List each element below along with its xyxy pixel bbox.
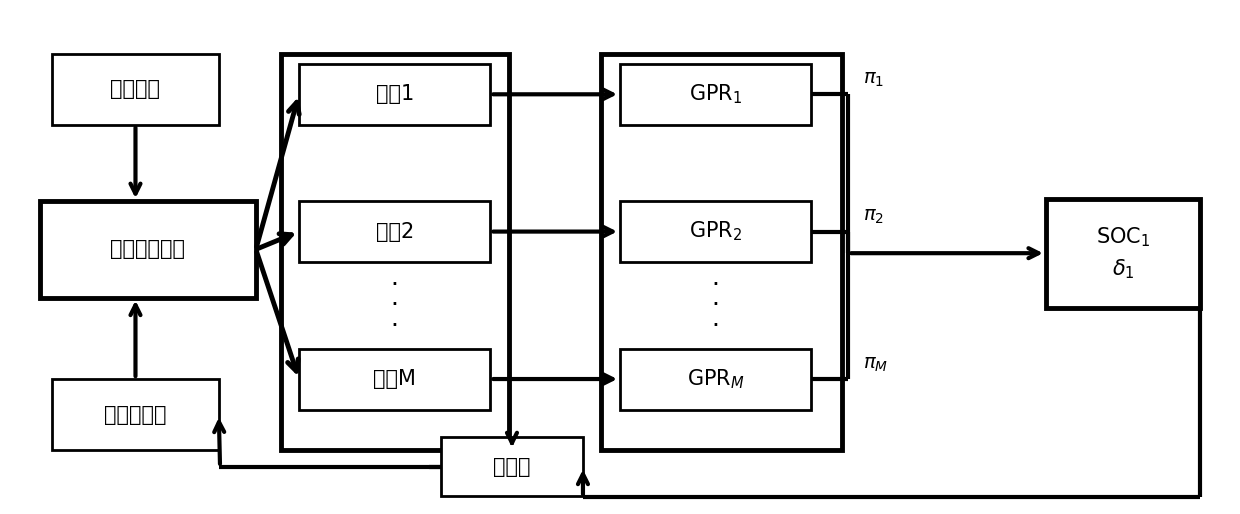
Bar xyxy=(441,437,583,496)
Bar xyxy=(52,53,218,125)
Bar xyxy=(620,201,811,262)
Text: 待预测样本: 待预测样本 xyxy=(104,405,166,425)
Bar xyxy=(620,348,811,410)
Bar xyxy=(280,53,508,450)
Bar xyxy=(40,201,255,298)
Text: GPR$_2$: GPR$_2$ xyxy=(689,220,743,243)
Text: ·
·
·: · · · xyxy=(712,273,719,338)
Text: ·
·
·: · · · xyxy=(391,273,399,338)
Bar xyxy=(1045,198,1200,308)
Bar xyxy=(299,348,490,410)
Text: $\pi_1$: $\pi_1$ xyxy=(863,70,884,89)
Text: GPR$_M$: GPR$_M$ xyxy=(687,367,744,391)
Text: SOC$_1$
$\delta_1$: SOC$_1$ $\delta_1$ xyxy=(1096,225,1151,281)
Text: $\pi_M$: $\pi_M$ xyxy=(863,355,888,374)
Text: 初始样本: 初始样本 xyxy=(110,79,160,99)
Bar xyxy=(299,201,490,262)
Text: GPR$_1$: GPR$_1$ xyxy=(689,83,743,106)
Text: 窗口1: 窗口1 xyxy=(376,84,414,104)
Text: 高斯混合模型: 高斯混合模型 xyxy=(110,240,185,260)
Text: 窗口M: 窗口M xyxy=(373,369,417,389)
Bar xyxy=(601,53,842,450)
Text: 新样本: 新样本 xyxy=(494,457,531,476)
Bar xyxy=(52,379,218,450)
Bar xyxy=(620,64,811,125)
Text: 窗口2: 窗口2 xyxy=(376,222,414,242)
Bar xyxy=(299,64,490,125)
Text: $\pi_2$: $\pi_2$ xyxy=(863,208,884,227)
